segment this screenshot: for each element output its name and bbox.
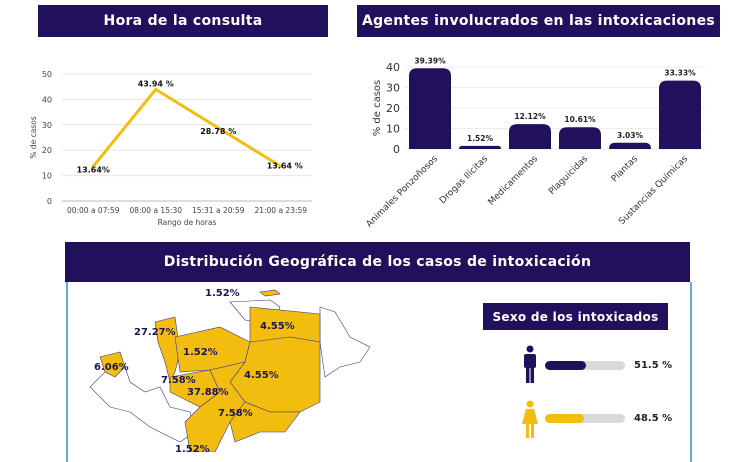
map-label: 4.55% — [260, 321, 295, 332]
x-tick-label: Drogas Ilícitas — [438, 154, 490, 206]
map-label: 27.27% — [134, 327, 176, 338]
data-label: 33.33% — [664, 69, 696, 78]
y-tick-label: 20 — [42, 146, 52, 155]
x-tick-label: Medicamentos — [487, 154, 541, 208]
data-point — [216, 126, 220, 130]
data-line — [92, 87, 282, 168]
y-tick-label: 40 — [386, 61, 400, 74]
x-tick-label: 08:00 a 15:30 — [129, 206, 182, 215]
bar — [659, 80, 701, 149]
map-frame — [66, 282, 692, 462]
map-region-fm — [184, 361, 246, 452]
data-point — [91, 164, 95, 168]
data-label: 39.39% — [414, 56, 446, 65]
bar — [509, 124, 551, 149]
map-region-white — [319, 306, 370, 378]
map-region-islas — [259, 289, 281, 297]
x-tick-label: Plaguicidas — [547, 154, 590, 197]
map-section-title: Distribución Geográfica de los casos de … — [65, 242, 690, 282]
line-chart-title: Hora de la consulta — [38, 5, 328, 37]
y-axis-label: % de casos — [372, 80, 383, 137]
x-axis-label: Rango de horas — [158, 218, 217, 227]
data-label: 43.94 % — [138, 79, 174, 88]
x-tick-label: 00:00 a 07:59 — [67, 206, 120, 215]
y-tick-label: 40 — [42, 95, 52, 104]
bar-chart-title: Agentes involucrados en las intoxicacion… — [357, 5, 720, 37]
y-tick-label: 20 — [386, 102, 400, 115]
bar — [459, 145, 501, 149]
map-region-elparaiso — [229, 401, 301, 443]
map-label: 7.58% — [161, 375, 196, 386]
x-tick-label: 21:00 a 23:59 — [254, 206, 307, 215]
data-point — [279, 164, 283, 168]
data-label: 13.64 % — [267, 161, 303, 170]
honduras-map — [89, 289, 370, 452]
data-label: 13.64% — [77, 165, 110, 174]
data-label: 12.12% — [514, 112, 546, 121]
map-region-white — [89, 366, 196, 443]
data-label: 28.78 % — [200, 127, 236, 136]
bar — [559, 127, 601, 149]
map-label: 7.58% — [218, 408, 253, 419]
x-tick-label: Plantas — [610, 154, 641, 185]
bar — [409, 68, 451, 149]
sex-title: Sexo de los intoxicados — [483, 303, 668, 330]
map-label: 1.52% — [205, 288, 240, 299]
male-percent: 51.5 % — [634, 360, 673, 371]
data-label: 1.52% — [467, 134, 494, 143]
line-chart: 0 10 20 30 40 50 00:00 a 07:59 08:00 a 15:30 15:… — [29, 70, 312, 227]
x-tick-label: Animales Ponzoñosos — [365, 154, 441, 230]
data-label: 3.03% — [617, 131, 644, 140]
female-icon — [522, 400, 538, 438]
data-label: 10.61% — [564, 115, 596, 124]
y-tick-label: 30 — [42, 121, 52, 130]
female-bar — [545, 414, 625, 423]
y-tick-label: 0 — [393, 143, 400, 156]
bar-chart: 0 10 20 30 40% de casos 39.39% Animales Ponzoñ… — [365, 56, 705, 230]
map-label: 6.06% — [94, 362, 129, 373]
male-icon — [524, 345, 536, 383]
y-tick-label: 10 — [386, 123, 400, 136]
y-tick-label: 50 — [42, 70, 52, 79]
map-label: 4.55% — [244, 370, 279, 381]
y-tick-label: 0 — [47, 197, 52, 206]
map-label: 37.88% — [187, 387, 229, 398]
data-point — [154, 87, 158, 91]
x-tick-label: 15:31 a 20:59 — [192, 206, 245, 215]
male-bar — [545, 361, 625, 370]
y-axis-label: % de casos — [29, 116, 38, 158]
bar — [609, 142, 651, 149]
map-label: 1.52% — [183, 347, 218, 358]
y-tick-label: 30 — [386, 82, 400, 95]
map-region-copan — [99, 351, 126, 378]
y-tick-label: 10 — [42, 172, 52, 181]
female-percent: 48.5 % — [634, 413, 673, 424]
